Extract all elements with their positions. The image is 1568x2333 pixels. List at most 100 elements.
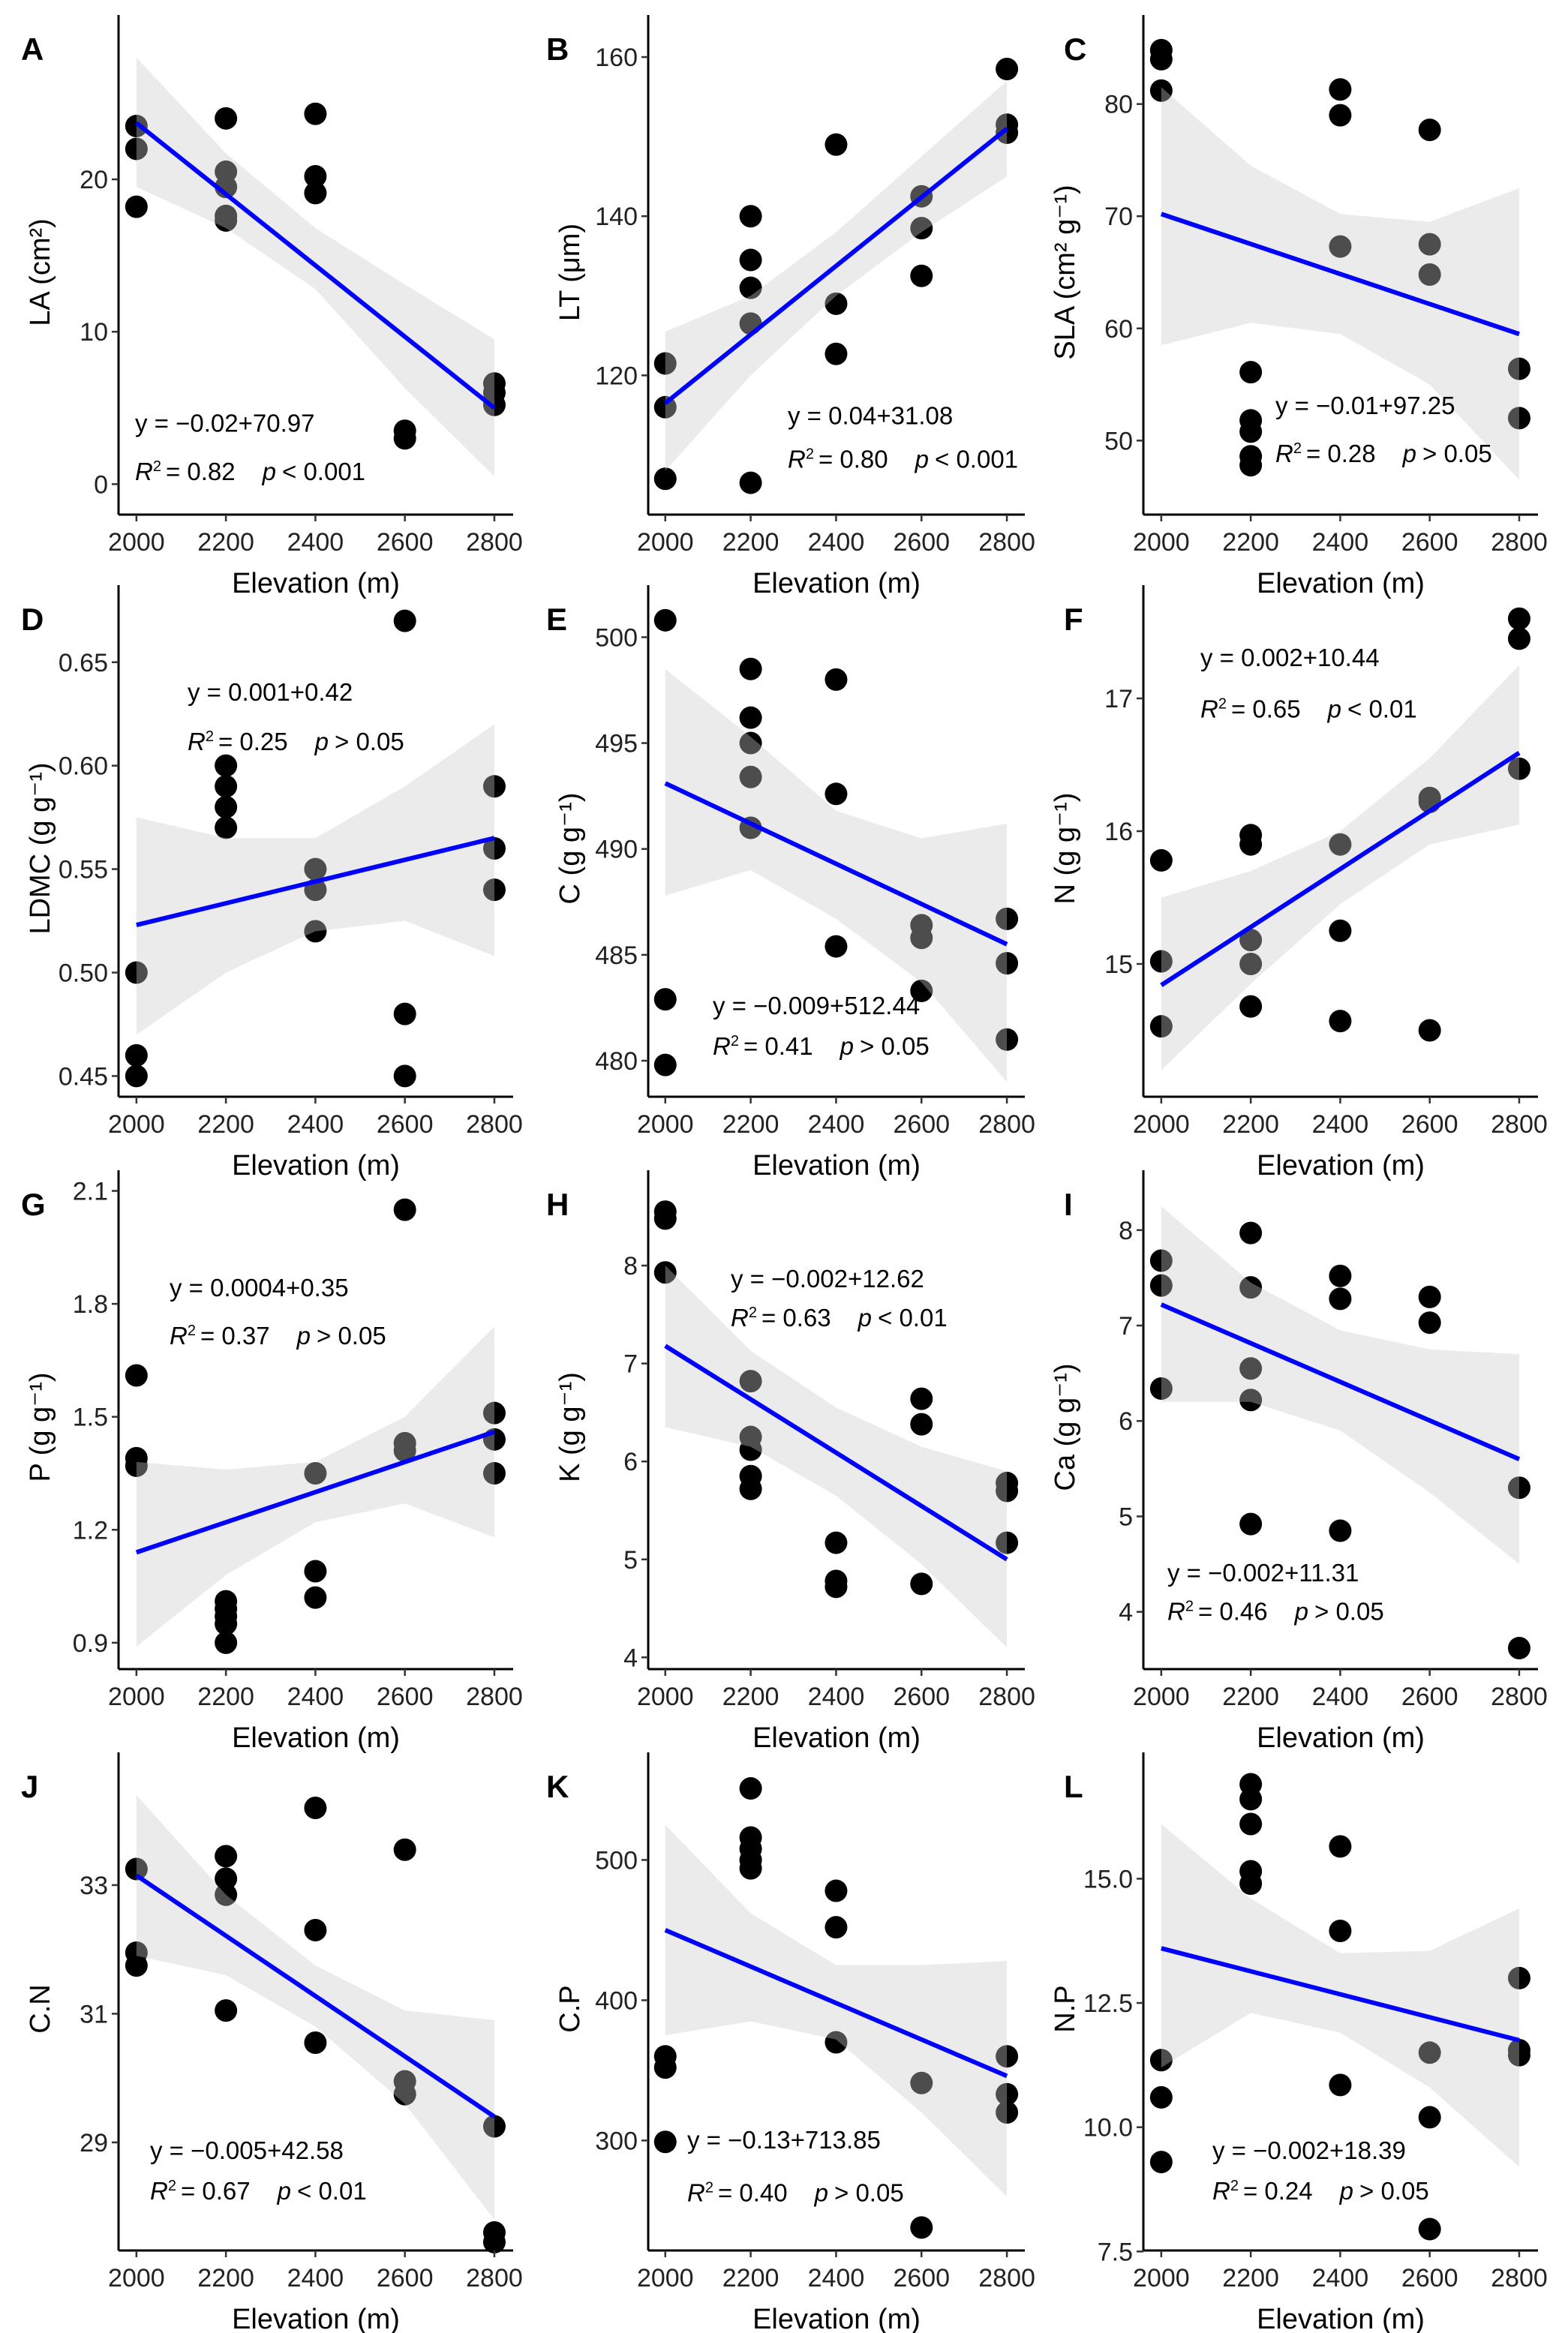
r2-value: = 0.25 [218,728,288,755]
r2-symbol: R [731,1304,749,1332]
x-tick-label: 2600 [893,2264,950,2292]
data-point [739,1438,762,1461]
p-value: > 0.05 [335,728,404,755]
r2-symbol: R [1167,1598,1185,1626]
data-point [215,1631,238,1654]
r2-superscript: 2 [168,2178,176,2194]
x-axis-title: Elevation (m) [1257,1722,1425,1754]
y-tick-label: 300 [595,2127,638,2155]
x-tick-label: 2800 [1491,528,1548,557]
data-point [825,1575,848,1599]
data-point [215,1845,238,1868]
y-tick-label: 33 [80,1872,108,1900]
regression-line [664,1344,1008,1562]
data-point [1329,1519,1352,1542]
data-point [1149,848,1173,872]
y-tick-label: 120 [595,362,638,390]
x-tick-label: 2400 [1312,1683,1369,1711]
y-axis-title: N (g g⁻¹) [1050,793,1081,905]
r2-p-annotation: R2 = 0.82 p < 0.001 [135,458,365,485]
data-point [1507,627,1530,650]
x-tick-label: 2200 [197,528,254,557]
data-point [739,248,762,272]
r2-symbol: R [788,446,806,473]
data-point [215,1883,238,1906]
panel-h: H 2000 2200 2400 2600 2800 4 5 6 7 8 Elevation (m) K… [546,1170,1035,1754]
data-point [125,1954,148,1977]
x-tick-label: 2400 [808,528,865,557]
data-point [482,878,506,902]
r2-value: = 0.46 [1198,1598,1268,1626]
data-point [215,107,238,130]
y-tick-label: 4 [1119,1599,1133,1627]
data-point [215,775,238,798]
r2-p-annotation: R2 = 0.63 p < 0.01 [731,1304,948,1332]
x-tick-label: 2200 [722,1683,779,1711]
x-axis-title: Elevation (m) [1257,1150,1425,1182]
data-point [215,816,238,839]
data-point [1239,952,1263,975]
data-point [482,2115,506,2138]
x-axis-title: Elevation (m) [232,1150,400,1182]
data-point [739,657,762,680]
data-point [1418,2106,1441,2129]
regression-equation: y = 0.002+10.44 [1200,644,1380,671]
x-tick-label: 2400 [287,1110,344,1139]
r2-p-annotation: R2 = 0.28 p > 0.05 [1275,440,1492,467]
data-point [125,195,148,218]
data-point [1418,1285,1441,1308]
data-point [393,1838,416,1861]
x-tick-label: 2000 [637,2264,694,2292]
data-point [482,1461,506,1485]
x-axis-title: Elevation (m) [752,1722,921,1754]
data-point [393,1198,416,1221]
confidence-band [665,80,1008,471]
y-tick-label: 490 [595,836,638,864]
data-point [1507,357,1530,380]
r2-p-annotation: R2 = 0.46 p > 0.05 [1167,1598,1384,1626]
data-point [653,2130,677,2154]
r2-symbol: R [1200,695,1218,722]
data-point [1239,929,1263,952]
r2-value: = 0.37 [200,1322,270,1350]
data-point [304,182,327,205]
data-point [739,731,762,755]
data-point [1149,1377,1173,1400]
p-value: < 0.01 [297,2177,367,2205]
p-symbol: p [858,1304,872,1332]
x-tick-label: 2000 [108,1110,165,1139]
data-point [125,114,148,137]
y-tick-label: 70 [1104,203,1133,231]
data-point [739,1370,762,1393]
x-tick-label: 2800 [978,1683,1035,1711]
y-tick-label: 5 [1119,1503,1133,1531]
data-point [1418,263,1441,286]
data-point [482,837,506,860]
y-tick-label: 0.55 [59,856,108,884]
data-point [393,1002,416,1025]
p-value: > 0.05 [1314,1598,1384,1626]
r2-p-annotation: R2 = 0.41 p > 0.05 [713,1032,930,1060]
panel-e: E 2000 2200 2400 2600 2800 480 485 490 495 500 Elev… [546,585,1035,1182]
regression-equation: y = 0.0004+0.35 [170,1274,349,1302]
data-point [393,609,416,632]
p-symbol: p [296,1322,311,1350]
y-tick-label: 4 [623,1644,638,1672]
r2-value: = 0.40 [718,2179,788,2207]
data-point [653,1207,677,1230]
data-point [1239,1357,1263,1380]
data-point [910,1387,933,1410]
x-tick-label: 2800 [466,1110,523,1139]
r2-value: = 0.63 [761,1304,831,1332]
r2-value: = 0.24 [1243,2177,1313,2205]
x-tick-label: 2200 [1222,2264,1279,2292]
panel-letter: E [546,602,567,637]
data-point [304,857,327,881]
data-point [910,926,933,950]
x-tick-label: 2600 [377,1110,434,1139]
x-tick-label: 2000 [108,2264,165,2292]
data-point [125,961,148,984]
x-tick-label: 2800 [1491,1683,1548,1711]
x-tick-label: 2600 [1401,528,1458,557]
y-tick-label: 8 [1119,1217,1133,1245]
